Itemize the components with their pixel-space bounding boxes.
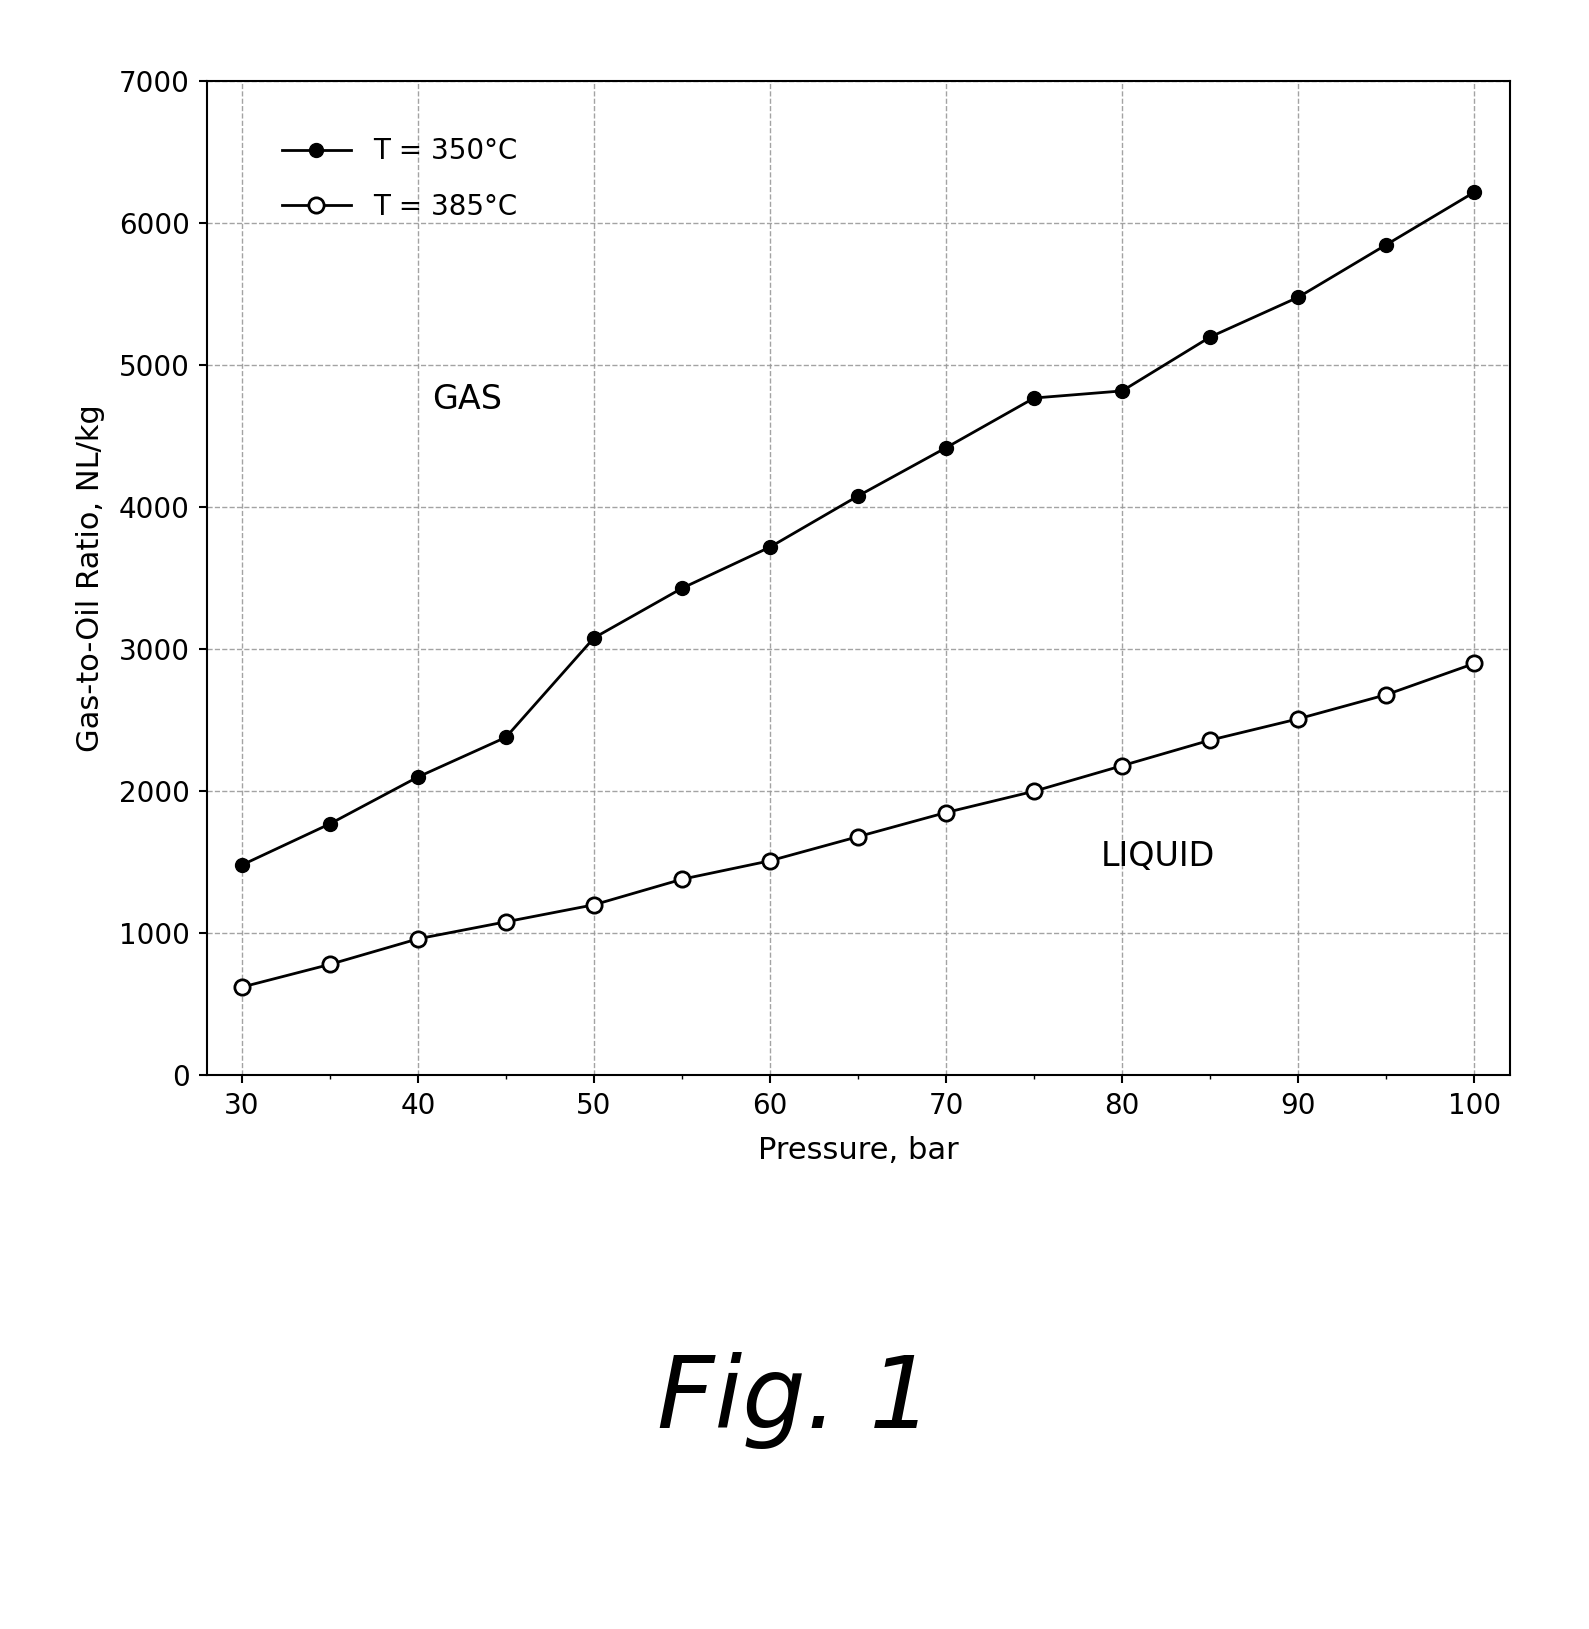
T = 350°C [1201,327,1220,347]
T = 385°C [761,850,780,870]
T = 385°C [585,894,604,914]
T = 385°C [496,912,515,932]
T = 350°C [761,538,780,557]
T = 350°C [672,578,691,598]
T = 385°C [1289,709,1308,728]
T = 385°C [849,828,868,847]
T = 350°C [408,767,427,787]
T = 350°C [321,814,340,834]
T = 350°C [585,629,604,648]
T = 350°C [936,438,955,458]
T = 350°C [1289,287,1308,306]
T = 385°C [1376,684,1395,704]
T = 350°C [232,855,251,875]
T = 385°C [1025,782,1044,801]
T = 350°C [1465,182,1484,202]
T = 350°C [849,485,868,505]
T = 385°C [936,803,955,823]
Text: GAS: GAS [432,383,502,415]
Legend: T = 350°C, T = 385°C: T = 350°C, T = 385°C [259,116,540,243]
Text: Fig. 1: Fig. 1 [656,1352,933,1450]
Line: T = 350°C: T = 350°C [235,186,1481,872]
Line: T = 385°C: T = 385°C [234,656,1483,995]
T = 385°C [321,955,340,974]
T = 350°C [1025,388,1044,407]
T = 385°C [1201,730,1220,749]
T = 350°C [496,728,515,748]
Y-axis label: Gas-to-Oil Ratio, NL/kg: Gas-to-Oil Ratio, NL/kg [76,404,105,753]
X-axis label: Pressure, bar: Pressure, bar [758,1137,958,1165]
T = 385°C [1465,653,1484,673]
T = 385°C [408,929,427,948]
Text: LIQUID: LIQUID [1101,841,1216,873]
T = 350°C [1376,235,1395,254]
T = 350°C [1112,381,1131,401]
T = 385°C [672,870,691,889]
T = 385°C [232,977,251,997]
T = 385°C [1112,756,1131,775]
